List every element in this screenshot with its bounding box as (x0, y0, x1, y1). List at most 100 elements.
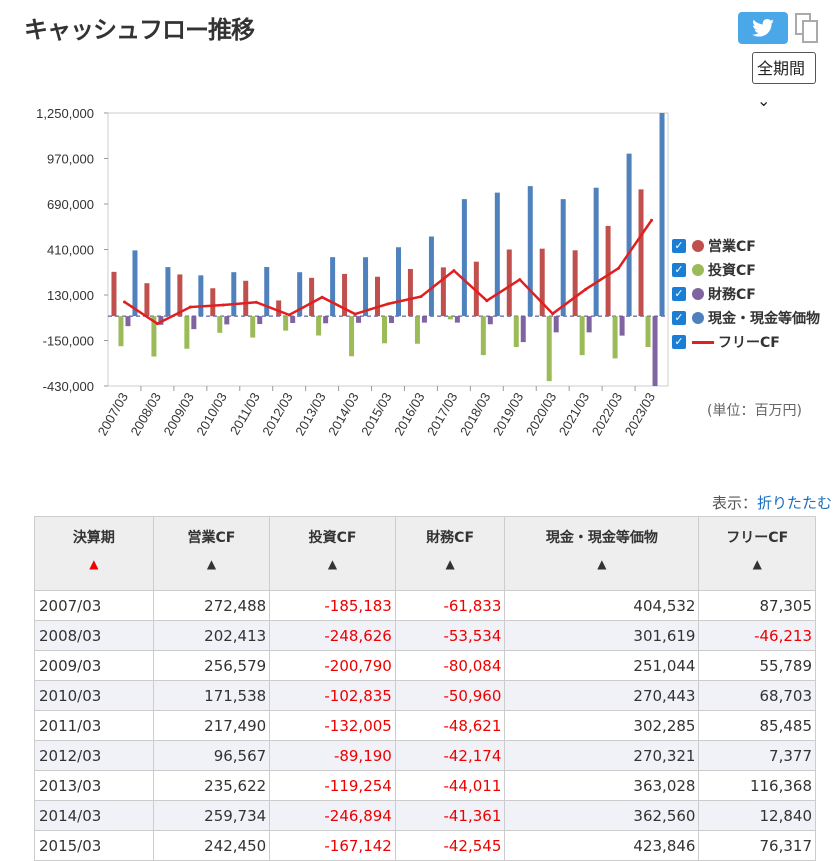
cell-free: 68,703 (698, 680, 816, 711)
legend-dot-icon (692, 240, 704, 252)
y-tick-label: 410,000 (47, 243, 94, 258)
financing-bar (421, 316, 427, 323)
table-row: 2012/03 96,567 -89,190 -42,174 270,321 7,377 (34, 740, 816, 771)
copy-icon[interactable] (794, 12, 820, 44)
investing-bar (118, 316, 124, 347)
x-tick-label: 2019/03 (490, 390, 526, 438)
table-row: 2008/03 202,413 -248,626 -53,534 301,619 -46,… (34, 620, 816, 651)
investing-bar (579, 316, 585, 356)
checkbox-icon[interactable]: ✓ (672, 311, 686, 325)
sort-arrow-icon[interactable]: ▲ (206, 557, 217, 571)
cell-operating: 202,413 (152, 620, 271, 651)
cell-period: 2012/03 (34, 740, 154, 771)
display-toggle: 表示：折りたたむ (712, 492, 832, 513)
cell-financing: -42,545 (394, 830, 506, 861)
y-tick-label: 130,000 (47, 288, 94, 303)
unit-label: (単位：百万円) (707, 403, 802, 419)
checkbox-icon[interactable]: ✓ (672, 335, 686, 349)
collapse-link[interactable]: 折りたたむ (757, 494, 833, 512)
cell-financing: -42,174 (394, 740, 506, 771)
cell-free: 12,840 (698, 800, 816, 831)
investing-bar (612, 316, 618, 359)
legend-item-operating[interactable]: ✓ 営業CF (672, 234, 820, 258)
legend-item-investing[interactable]: ✓ 投資CF (672, 258, 820, 282)
investing-bar (184, 316, 190, 349)
cell-investing: -246,894 (269, 800, 396, 831)
header-label: 現金・現金等価物 (545, 530, 658, 546)
legend-item-free[interactable]: ✓ フリーCF (672, 330, 820, 354)
header-investing[interactable]: 投資CF ▲ (269, 516, 396, 591)
investing-bar (283, 316, 289, 331)
header-operating[interactable]: 営業CF ▲ (152, 516, 271, 591)
free-cf-point (320, 295, 324, 299)
cell-period: 2013/03 (34, 770, 154, 801)
cell-period: 2007/03 (34, 590, 154, 621)
checkbox-icon[interactable]: ✓ (672, 239, 686, 253)
operating-bar (342, 273, 348, 317)
legend-item-financing[interactable]: ✓ 財務CF (672, 282, 820, 306)
x-tick-label: 2014/03 (325, 390, 361, 438)
cell-investing: -89,190 (269, 740, 396, 771)
cell-cash: 404,532 (504, 590, 700, 621)
cell-cash: 251,044 (504, 650, 700, 681)
header-period[interactable]: 決算期 ▲ (34, 516, 154, 591)
sort-arrow-icon[interactable]: ▲ (445, 557, 455, 571)
operating-bar (407, 269, 413, 317)
cell-investing: -200,790 (269, 650, 396, 681)
free-cf-point (617, 266, 621, 270)
cell-operating: 235,622 (152, 770, 271, 801)
sort-arrow-icon[interactable]: ▲ (597, 557, 607, 571)
free-cf-point (221, 303, 225, 307)
header-free[interactable]: フリーCF ▲ (698, 516, 816, 591)
y-tick-label: 690,000 (47, 197, 94, 212)
sort-arrow-icon[interactable]: ▲ (327, 557, 338, 571)
operating-bar (638, 189, 644, 317)
x-tick-label: 2023/03 (622, 390, 658, 438)
sort-arrow-icon[interactable]: ▲ (752, 557, 762, 571)
sort-arrow-icon[interactable]: ▲ (89, 557, 99, 571)
twitter-share-button[interactable] (738, 12, 788, 44)
x-tick-label: 2021/03 (556, 390, 592, 438)
cash-bar (659, 113, 665, 317)
free-cf-point (452, 269, 456, 273)
cell-cash: 423,846 (504, 830, 700, 861)
header-financing[interactable]: 財務CF ▲ (394, 516, 506, 591)
cell-operating: 242,450 (152, 830, 271, 861)
cell-financing: -61,833 (394, 590, 506, 621)
cell-financing: -41,361 (394, 800, 506, 831)
table-row: 2013/03 235,622 -119,254 -44,011 363,028 116,… (34, 770, 816, 801)
investing-bar (382, 316, 387, 344)
legend-dot-icon (692, 312, 704, 324)
investing-bar (480, 316, 486, 356)
free-cf-point (485, 299, 489, 303)
investing-bar (414, 316, 420, 344)
financing-bar (487, 316, 493, 325)
cash-bar (560, 199, 566, 317)
checkbox-icon[interactable]: ✓ (672, 263, 686, 277)
page-title: キャッシュフロー推移 (24, 16, 255, 44)
cell-operating: 217,490 (152, 710, 271, 741)
financing-bar (191, 316, 197, 330)
legend-label: 営業CF (708, 239, 756, 255)
investing-bar (250, 316, 256, 338)
period-select[interactable]: 全期間 ⌄ (752, 52, 816, 110)
cell-free: 55,789 (698, 650, 816, 681)
x-tick-label: 2017/03 (424, 390, 460, 438)
operating-bar (177, 274, 183, 317)
financing-bar (520, 316, 526, 343)
free-cf-point (650, 218, 654, 222)
header-cash[interactable]: 現金・現金等価物 ▲ (504, 516, 700, 591)
cash-bar (396, 247, 401, 317)
display-toggle-label: 表示： (712, 494, 758, 512)
legend-item-cash[interactable]: ✓ 現金・現金等価物 (672, 306, 820, 330)
checkbox-icon[interactable]: ✓ (672, 287, 686, 301)
free-cf-point (254, 300, 258, 304)
financing-bar (257, 316, 263, 325)
free-cf-point (122, 300, 126, 304)
cell-cash: 301,619 (504, 620, 700, 651)
operating-bar (440, 267, 446, 317)
y-tick-label: 970,000 (47, 152, 94, 167)
cash-bar (363, 257, 369, 317)
legend-label: 投資CF (708, 263, 756, 279)
cash-bar (231, 272, 237, 317)
